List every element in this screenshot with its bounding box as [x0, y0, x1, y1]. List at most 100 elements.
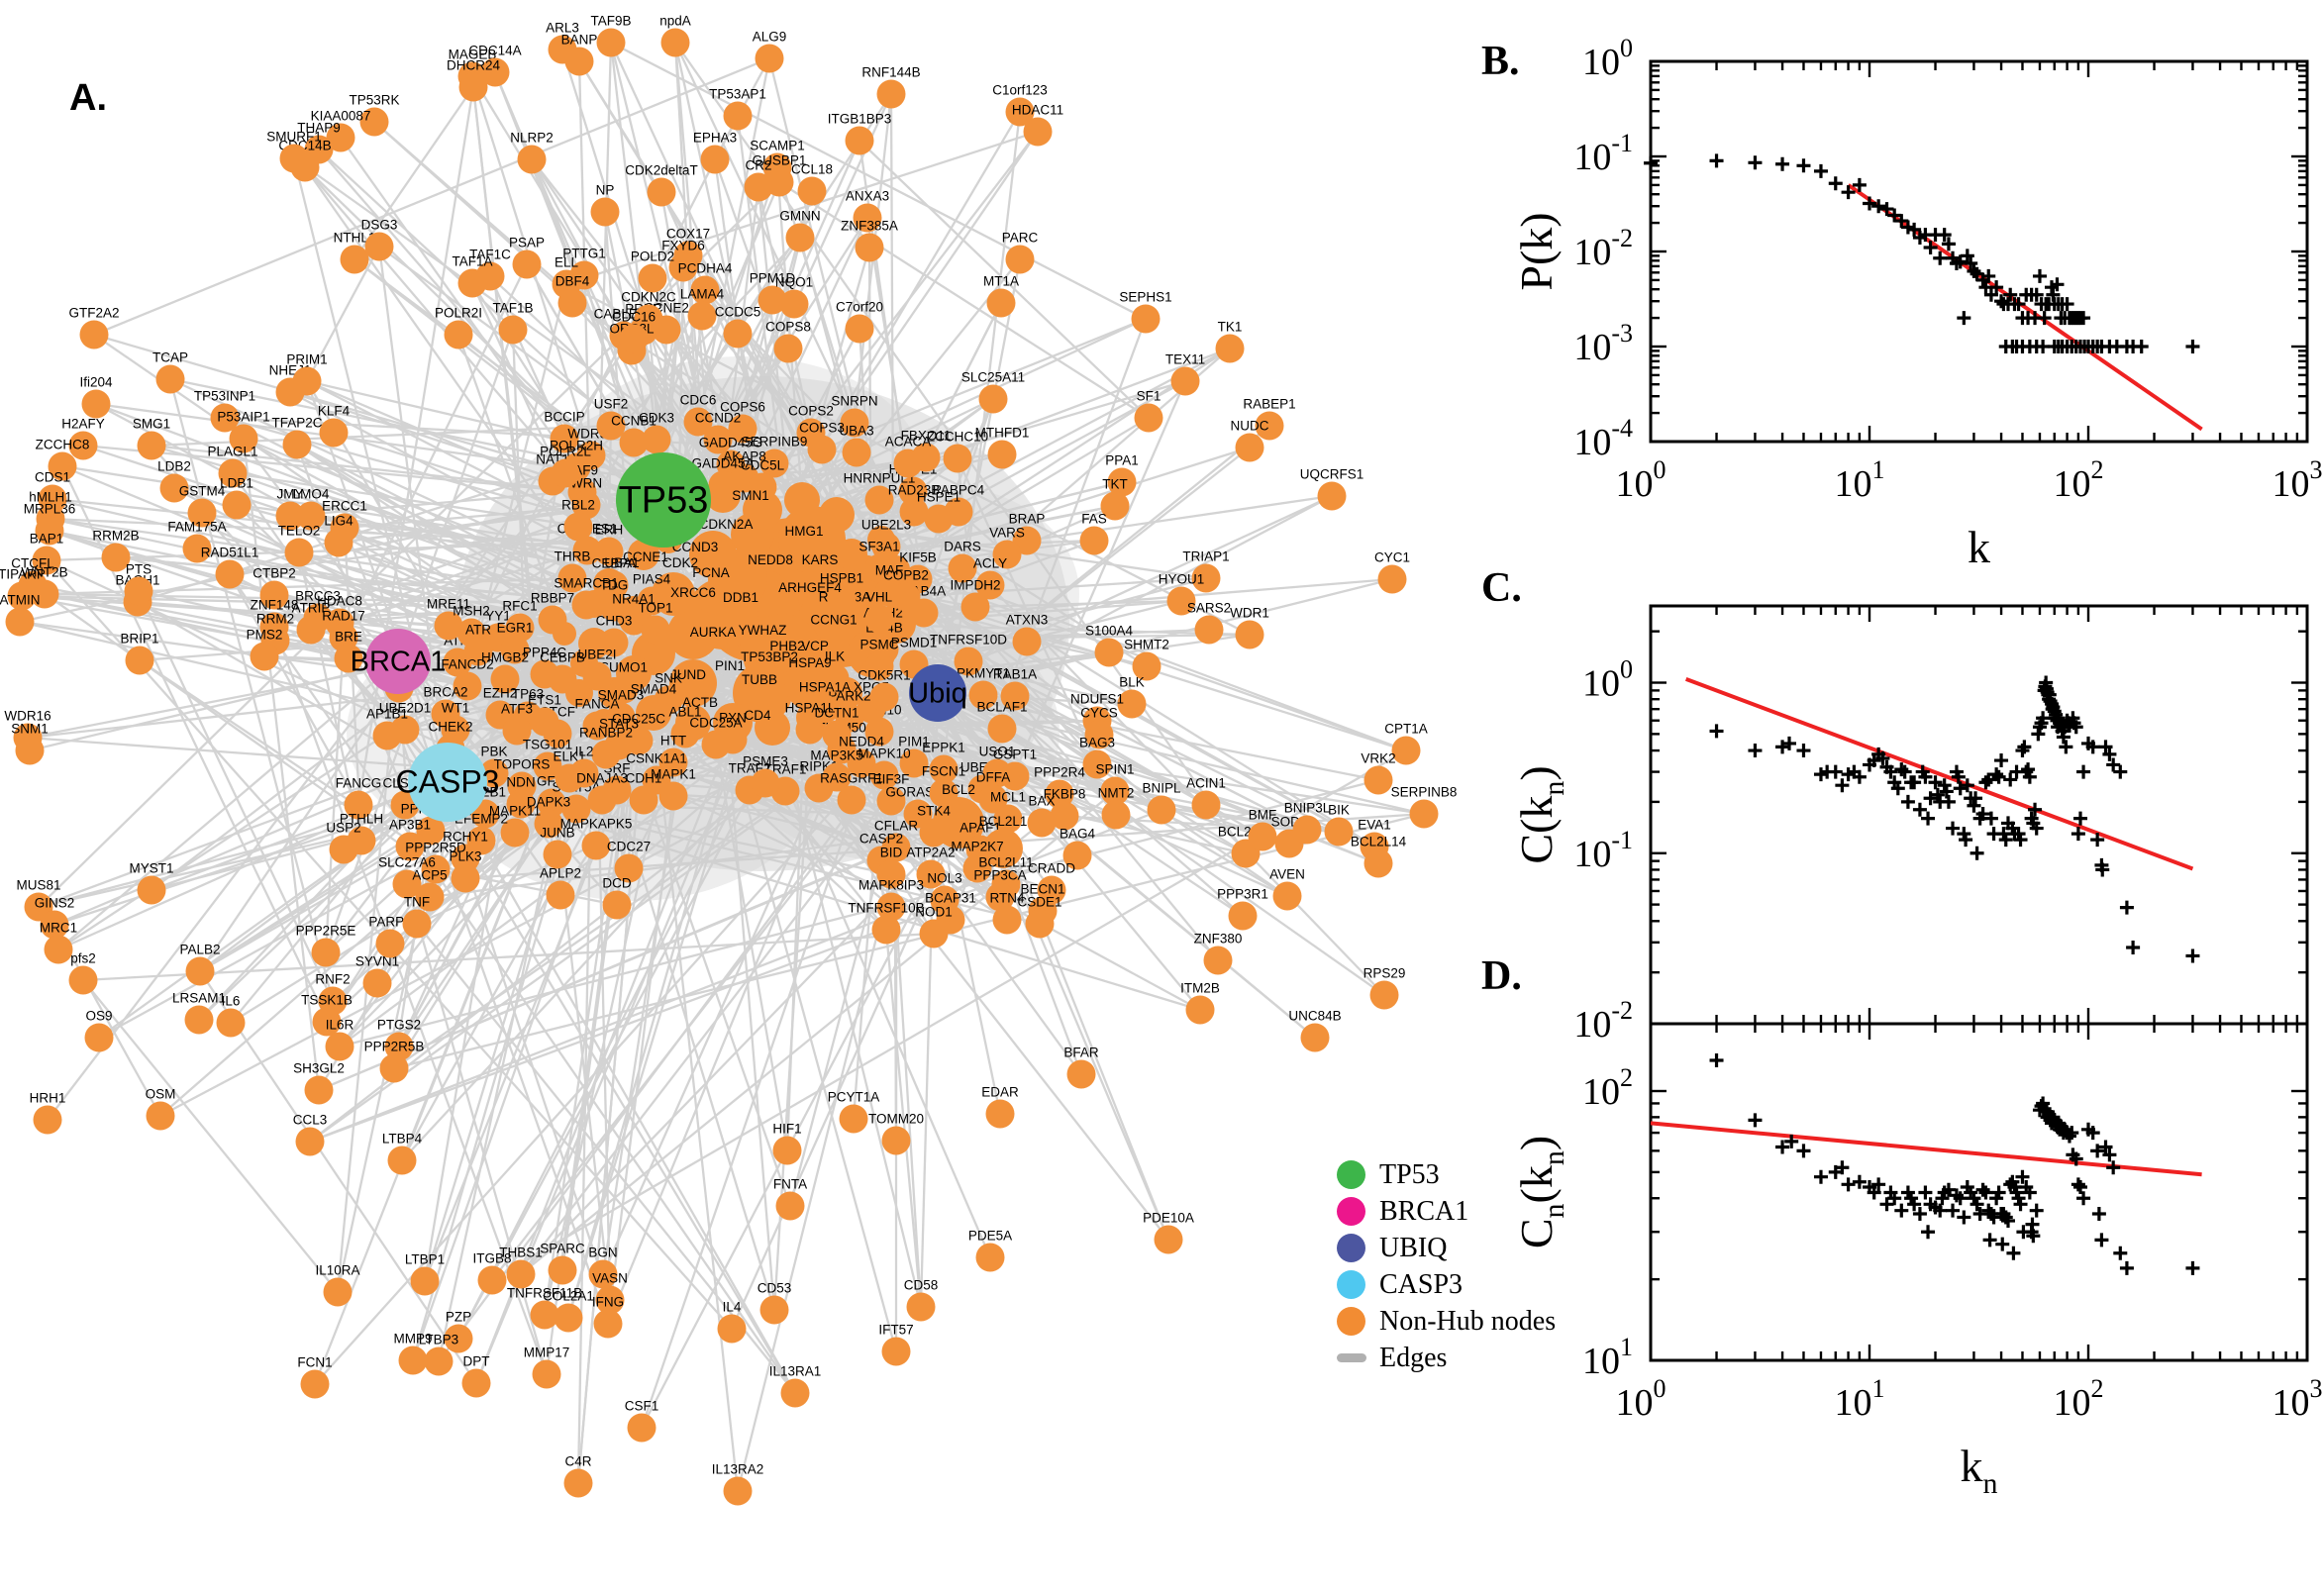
node-label: GUSBP1: [753, 153, 807, 168]
network-node: [30, 579, 59, 609]
node-label: CDS1: [35, 470, 70, 485]
network-node: [864, 651, 894, 681]
node-label: CHD3: [596, 614, 633, 629]
node-label: FANCD2: [441, 657, 493, 672]
node-label: TNFRSF11B: [507, 1286, 582, 1301]
network-node: [591, 740, 621, 769]
node-label: LDB2: [157, 459, 191, 474]
node-label: RAD17: [322, 609, 365, 624]
node-label: BAP1: [30, 532, 64, 547]
network-node: [1050, 801, 1079, 831]
node-label: TNFRSF10B: [848, 901, 924, 916]
network-node: [275, 501, 305, 531]
legend-label: UBIQ: [1379, 1232, 1448, 1263]
network-node: [619, 324, 649, 353]
node-label: IFT57: [878, 1323, 913, 1338]
node-label: SF3A1: [858, 540, 899, 554]
network-node: [847, 748, 876, 778]
network-node: [590, 197, 620, 227]
network-node: [642, 425, 671, 454]
node-label: HSPB1: [820, 571, 863, 586]
network-node: [410, 1266, 440, 1296]
node-label: BCL2L1: [979, 814, 1028, 829]
network-node: [15, 736, 45, 765]
node-label: DCD: [602, 876, 631, 891]
network-node: [1369, 980, 1399, 1010]
node-label: PABPC4: [933, 483, 985, 498]
node-label: CCDC5: [715, 305, 761, 320]
network-node: [304, 1075, 334, 1105]
network-node: [101, 543, 131, 572]
node-label: IL10RA: [315, 1263, 359, 1278]
tick-label: 101: [1835, 455, 1885, 505]
node-label: IL13RA2: [712, 1462, 764, 1477]
node-label: CDKN2C: [621, 290, 676, 305]
network-node: [402, 909, 432, 939]
node-label: UBA3: [839, 424, 873, 439]
network-node: [222, 490, 252, 520]
node-label: PZP: [446, 1310, 471, 1325]
node-label: ARHGEF4: [778, 580, 842, 595]
node-label: MUS81: [16, 878, 60, 893]
node-label: SLC27A6: [378, 855, 436, 870]
node-label: TNF: [404, 895, 430, 910]
node-label: DAPK3: [527, 795, 570, 810]
node-label: IL2: [575, 745, 594, 759]
node-label: ABL1: [668, 705, 701, 720]
network-node: [594, 537, 624, 566]
network-node: [881, 1126, 911, 1155]
network-node: [864, 604, 894, 634]
core-node: [755, 710, 790, 746]
node-label: NDN: [506, 775, 535, 790]
node-label: KIAA0087: [311, 109, 371, 124]
node-label: MT1A: [983, 274, 1019, 289]
node-label: DBF4: [556, 274, 590, 289]
network-node: [690, 275, 720, 305]
panel-label-d: D.: [1481, 953, 1522, 999]
network-node: [903, 799, 933, 829]
node-label: DSG3: [361, 218, 398, 233]
node-label: LRSAM1: [172, 991, 226, 1006]
node-label: SMARCB1: [554, 576, 618, 591]
network-node: [155, 364, 185, 394]
network-node: [924, 504, 954, 534]
node-label: TRIAP1: [1182, 549, 1229, 564]
axis-title: P(k): [1511, 212, 1562, 290]
node-label: CDKN2A: [699, 517, 754, 532]
node-label: MRPL36: [24, 502, 76, 517]
network-node: [919, 919, 949, 948]
network-node: [1364, 848, 1393, 878]
network-node: [807, 435, 837, 464]
network-node: [978, 784, 1008, 814]
network-node: [755, 44, 784, 73]
node-label: BCLAF1: [976, 700, 1027, 715]
network-node: [837, 785, 866, 815]
network-node: [1100, 491, 1130, 521]
network-node: [658, 781, 688, 811]
node-label: KLF4: [318, 404, 351, 419]
network-node: [779, 289, 809, 319]
node-label: TP53INP1: [194, 389, 255, 404]
node-label: RPS29: [1364, 966, 1406, 981]
network-node: [451, 863, 480, 893]
node-label: CCL18: [791, 162, 833, 177]
network-node: [869, 760, 899, 790]
node-label: CYCS: [1080, 706, 1118, 721]
legend-item-brca1: BRCA1: [1337, 1193, 1556, 1230]
network-node: [992, 540, 1022, 569]
network-node: [68, 431, 98, 460]
network-node: [506, 789, 536, 819]
network-node: [772, 1136, 802, 1165]
node-label: FCN1: [297, 1355, 332, 1370]
network-node: [125, 646, 154, 675]
node-label: PKMYT1: [957, 666, 1010, 681]
hub-node-brca1: [365, 629, 431, 694]
node-label: UBE2D1: [379, 701, 432, 716]
node-label: C4R: [564, 1454, 591, 1469]
network-node: [1203, 946, 1233, 975]
node-label: THBS1: [499, 1246, 543, 1260]
network-node: [797, 176, 827, 206]
network-node: [498, 315, 528, 345]
node-label: npdA: [659, 14, 691, 29]
